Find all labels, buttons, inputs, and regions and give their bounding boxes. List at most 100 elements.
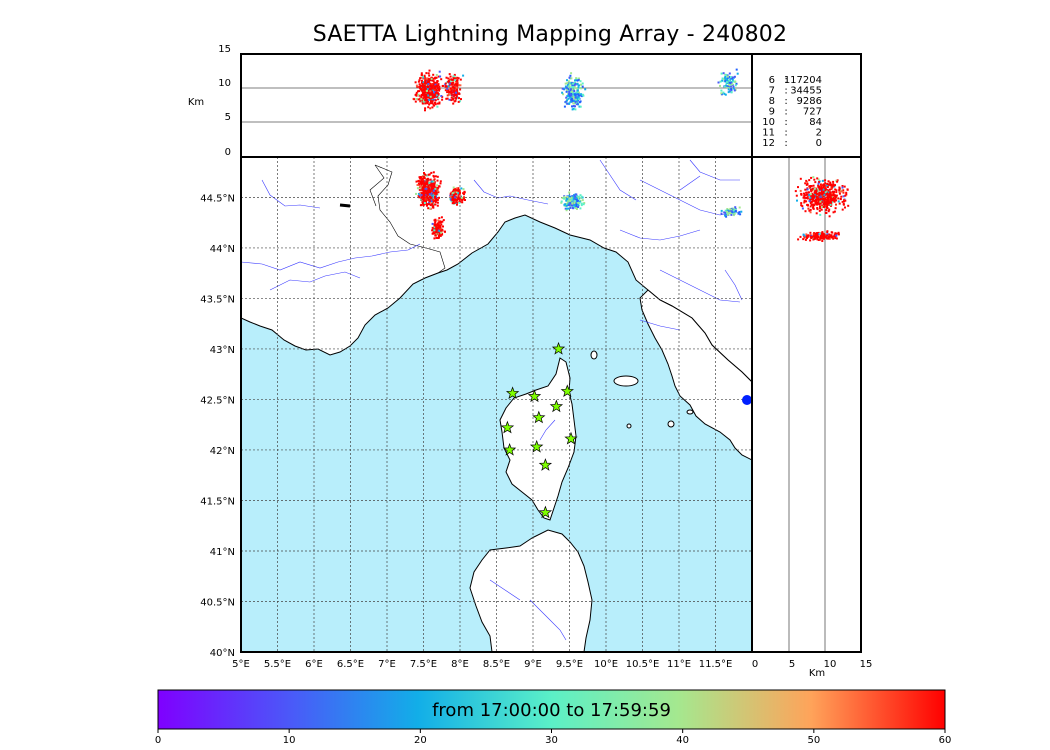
- lightning-source: [845, 191, 848, 194]
- lightning-source: [579, 80, 582, 83]
- lightning-source: [434, 101, 437, 104]
- lightning-source: [806, 181, 809, 184]
- lightning-source: [809, 186, 812, 189]
- lightning-source: [433, 182, 436, 185]
- lightning-source: [563, 195, 566, 198]
- lightning-source: [425, 89, 428, 92]
- lightning-source: [422, 180, 425, 183]
- lightning-source: [421, 83, 424, 86]
- lightning-source: [818, 197, 821, 200]
- lightning-source: [804, 238, 807, 241]
- lightning-source: [576, 100, 579, 103]
- lightning-source: [824, 191, 827, 194]
- lightning-source: [734, 206, 737, 209]
- lightning-source: [446, 94, 449, 97]
- map-panel: [241, 157, 752, 652]
- lightning-source: [430, 86, 433, 89]
- lightning-source: [810, 201, 813, 204]
- lightning-source: [418, 79, 421, 82]
- lightning-source: [423, 192, 425, 195]
- lightning-source: [734, 80, 737, 83]
- lightning-source: [441, 233, 444, 236]
- lightning-source: [813, 199, 816, 202]
- lightning-source: [435, 228, 438, 231]
- lightning-source: [452, 89, 455, 92]
- lightning-source: [437, 231, 440, 234]
- lightning-source: [462, 74, 465, 77]
- lightning-source: [434, 190, 437, 193]
- lightning-source: [571, 88, 574, 91]
- station-star: [500, 420, 515, 434]
- lightning-source: [432, 80, 435, 83]
- lightning-source: [732, 214, 735, 217]
- lightning-source: [842, 203, 845, 205]
- lightning-source: [723, 85, 726, 88]
- altitude-tick-label: 15: [218, 44, 231, 55]
- lightning-source: [837, 233, 840, 236]
- lightning-source: [454, 193, 457, 196]
- lat-tick-label: 40.5°N: [200, 597, 235, 608]
- lightning-source: [453, 202, 456, 205]
- lightning-source: [415, 94, 418, 97]
- lightning-source: [434, 196, 436, 198]
- lightning-source: [574, 100, 577, 103]
- station-star: [549, 399, 564, 413]
- italy-coast: [639, 289, 752, 461]
- lightning-source: [421, 201, 424, 204]
- lightning-source: [725, 215, 728, 218]
- lightning-source: [814, 193, 817, 196]
- lightning-source: [725, 73, 728, 76]
- lightning-source: [731, 76, 734, 79]
- lightning-source: [826, 233, 829, 236]
- lon-tick-label: 10°E: [594, 659, 618, 670]
- lightning-source: [463, 190, 466, 193]
- lightning-source: [422, 188, 425, 191]
- side-altitude-axis-label: Km: [809, 668, 825, 679]
- station-count-sep: :: [784, 128, 787, 139]
- station-count-value: 0: [816, 138, 822, 149]
- lightning-source: [809, 239, 812, 242]
- lightning-source: [810, 188, 812, 191]
- lightning-source: [569, 197, 572, 200]
- lightning-source: [563, 197, 566, 200]
- lightning-source: [827, 190, 830, 193]
- sardinia-island: [469, 529, 593, 652]
- lightning-source: [454, 99, 457, 102]
- lightning-source: [575, 204, 578, 207]
- lightning-source: [833, 210, 836, 213]
- lightning-source: [422, 101, 425, 104]
- lightning-source: [456, 84, 459, 87]
- lightning-source: [431, 232, 434, 235]
- lightning-source: [573, 204, 576, 207]
- lightning-source: [435, 197, 438, 200]
- lightning-source: [834, 184, 836, 187]
- lightning-source: [819, 197, 822, 200]
- colorbar-tick-label: 50: [807, 735, 820, 746]
- lightning-source: [574, 108, 577, 111]
- lightning-source: [455, 189, 458, 192]
- lightning-source: [726, 213, 729, 216]
- lightning-source: [838, 187, 841, 190]
- lightning-source: [428, 78, 431, 81]
- lightning-source: [431, 99, 434, 102]
- lightning-source: [451, 91, 453, 94]
- station-star: [505, 386, 520, 400]
- lightning-source: [730, 91, 733, 94]
- lightning-source: [827, 189, 830, 192]
- lightning-source: [425, 83, 428, 86]
- lightning-source: [724, 93, 727, 96]
- lightning-source: [415, 84, 418, 87]
- lightning-source: [437, 226, 440, 228]
- lightning-source: [420, 203, 423, 206]
- lightning-source: [841, 208, 844, 211]
- lightning-source: [577, 206, 579, 208]
- lightning-source: [427, 198, 430, 201]
- lightning-source: [417, 192, 420, 195]
- lightning-source: [419, 100, 422, 103]
- lightning-source: [423, 182, 426, 185]
- lightning-source: [573, 90, 576, 92]
- lightning-source: [438, 196, 440, 199]
- lightning-source: [440, 78, 443, 81]
- lightning-source: [428, 82, 431, 85]
